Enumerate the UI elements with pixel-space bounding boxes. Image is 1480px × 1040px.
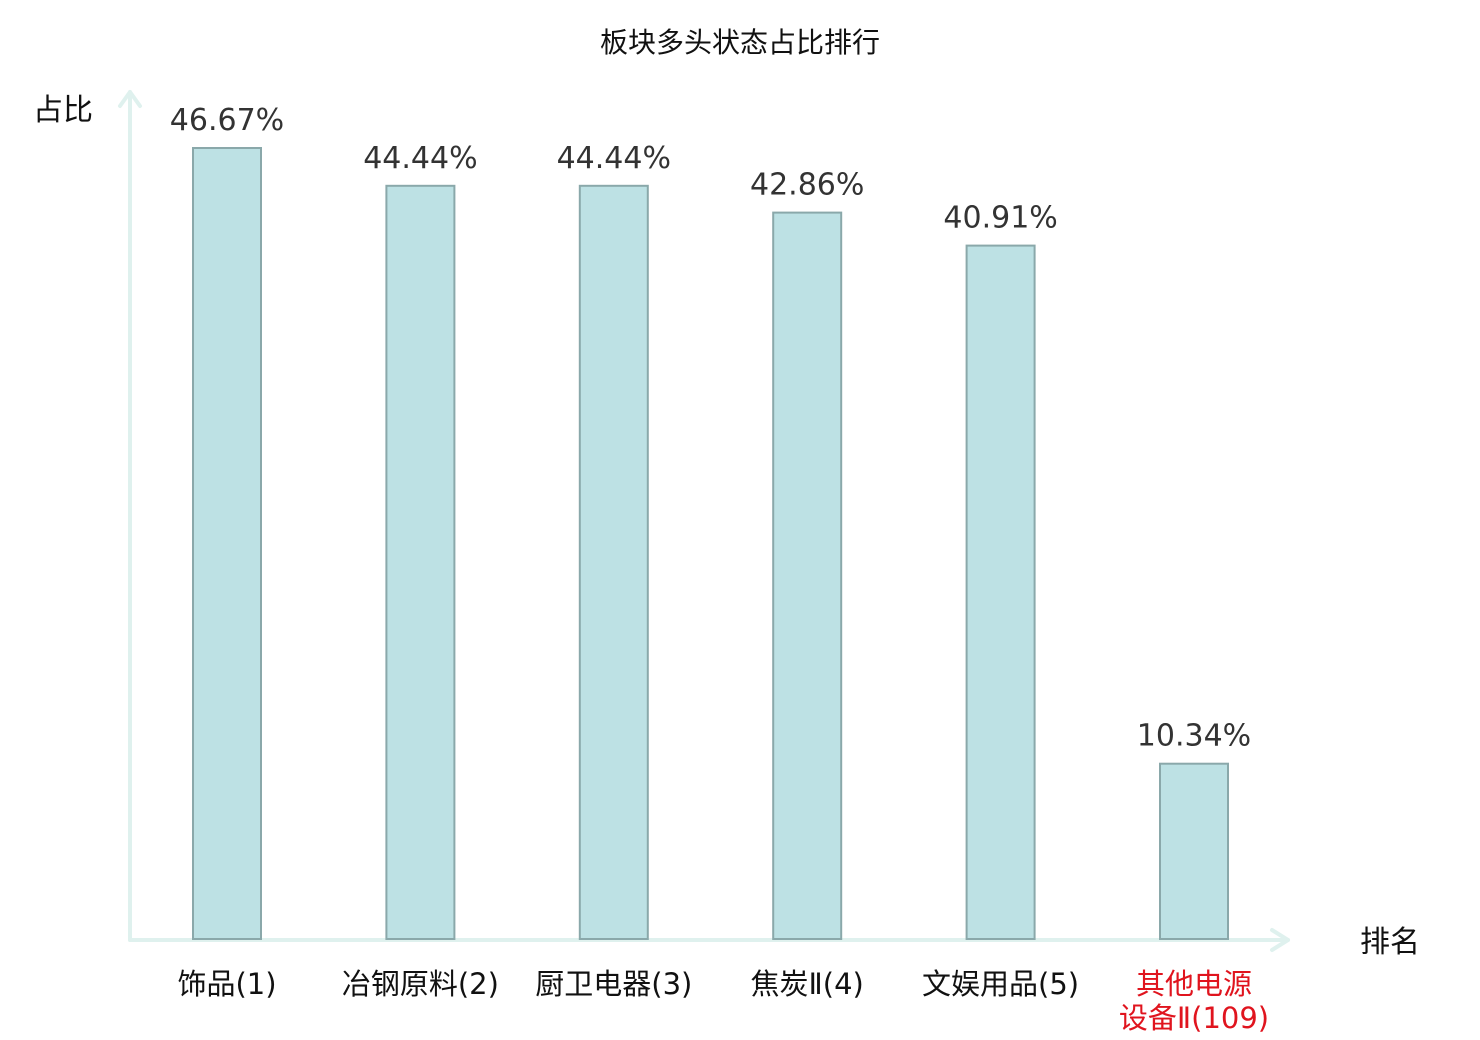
value-label-6: 10.34% bbox=[1137, 719, 1251, 754]
bar-4 bbox=[772, 211, 843, 941]
category-label-6-line-2: 设备Ⅱ(109) bbox=[1119, 1001, 1269, 1035]
category-labels-group: 饰品(1) 冶钢原料(2) 厨卫电器(3) 焦炭Ⅱ(4) 文娱用品(5) 其他电源设备Ⅱ(… bbox=[177, 967, 1269, 1035]
category-label-6-line-1: 其他电源 bbox=[1136, 967, 1252, 1001]
value-label-4: 42.86% bbox=[750, 168, 864, 203]
category-label-4: 焦炭Ⅱ(4) bbox=[751, 967, 864, 1001]
y-axis bbox=[118, 90, 142, 942]
bar-1 bbox=[192, 147, 262, 940]
bar-2 bbox=[385, 184, 456, 941]
bar-6 bbox=[1159, 762, 1229, 941]
category-label-2: 冶钢原料(2) bbox=[342, 967, 499, 1001]
value-label-5: 40.91% bbox=[943, 201, 1057, 236]
value-label-1: 46.67% bbox=[170, 103, 284, 138]
value-label-3: 44.44% bbox=[557, 141, 671, 176]
x-axis-label: 排名 bbox=[1360, 925, 1420, 960]
bar-3 bbox=[578, 184, 649, 941]
x-axis bbox=[128, 928, 1290, 952]
chart-title: 板块多头状态占比排行 bbox=[600, 26, 880, 59]
category-label-5: 文娱用品(5) bbox=[922, 967, 1079, 1001]
value-label-2: 44.44% bbox=[363, 141, 477, 176]
category-label-1: 饰品(1) bbox=[177, 967, 276, 1001]
y-axis-label: 占比 bbox=[33, 93, 93, 128]
bars-group bbox=[192, 147, 1229, 941]
value-labels-group: 46.67% 44.44% 44.44% 42.86% 40.91% 10.34% bbox=[170, 103, 1251, 754]
bar-5 bbox=[965, 244, 1036, 941]
category-label-3: 厨卫电器(3) bbox=[535, 967, 692, 1001]
